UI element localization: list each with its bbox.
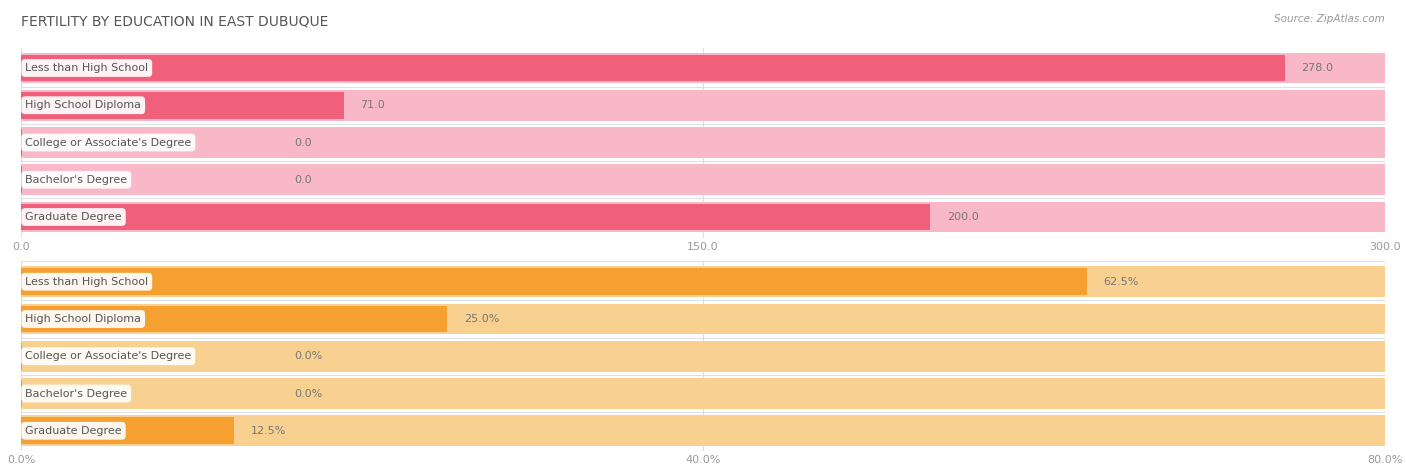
Text: Bachelor's Degree: Bachelor's Degree [25,389,128,399]
Text: 278.0: 278.0 [1302,63,1333,73]
Text: 200.0: 200.0 [946,212,979,222]
Bar [21,418,235,444]
Text: High School Diploma: High School Diploma [25,100,141,110]
Text: FERTILITY BY EDUCATION IN EAST DUBUQUE: FERTILITY BY EDUCATION IN EAST DUBUQUE [21,14,329,28]
Text: 62.5%: 62.5% [1102,277,1139,287]
Text: 25.0%: 25.0% [464,314,499,324]
Bar [21,341,1385,371]
Text: Source: ZipAtlas.com: Source: ZipAtlas.com [1274,14,1385,24]
Text: High School Diploma: High School Diploma [25,314,141,324]
Bar [21,268,1087,295]
Bar [21,378,1385,409]
Text: Less than High School: Less than High School [25,63,148,73]
Bar [21,266,1385,297]
Text: Graduate Degree: Graduate Degree [25,426,122,436]
Bar [21,55,1285,81]
Bar [21,90,1385,121]
Text: Graduate Degree: Graduate Degree [25,212,122,222]
Text: 0.0%: 0.0% [294,389,322,399]
Text: 0.0%: 0.0% [294,351,322,361]
Bar [21,127,1385,158]
Text: Less than High School: Less than High School [25,277,148,287]
Bar [21,304,1385,334]
Bar [21,416,1385,446]
Bar [21,164,1385,195]
Bar [21,92,344,119]
Text: 0.0: 0.0 [294,175,312,185]
Bar [21,204,931,230]
Bar [21,305,447,332]
Bar [21,202,1385,232]
Text: College or Associate's Degree: College or Associate's Degree [25,351,191,361]
Bar [21,53,1385,83]
Text: Bachelor's Degree: Bachelor's Degree [25,175,128,185]
Text: 0.0: 0.0 [294,137,312,148]
Text: 12.5%: 12.5% [250,426,285,436]
Text: 71.0: 71.0 [360,100,385,110]
Text: College or Associate's Degree: College or Associate's Degree [25,137,191,148]
